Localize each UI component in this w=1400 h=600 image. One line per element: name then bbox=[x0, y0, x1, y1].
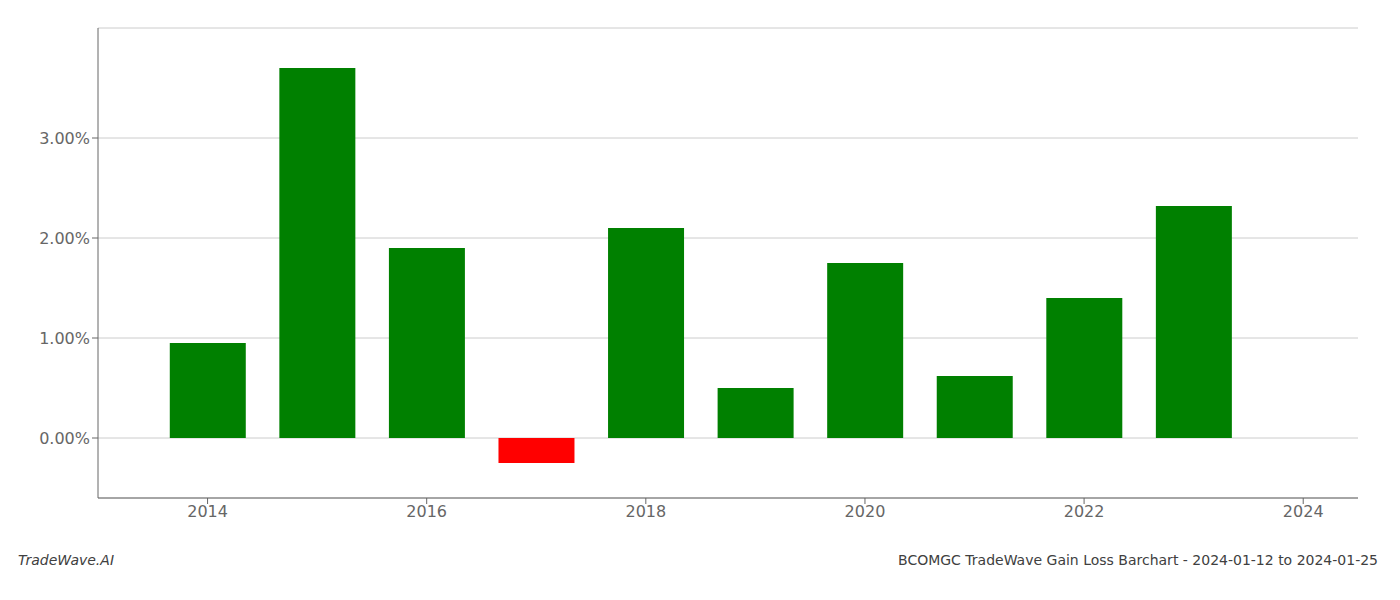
svg-text:2022: 2022 bbox=[1064, 502, 1105, 521]
html-text:BCOMGC TradeWave Gain Loss Bar: BCOMGC TradeWave Gain Loss Barchart - 20… bbox=[898, 552, 1378, 568]
svg-text:2014: 2014 bbox=[187, 502, 228, 521]
svg-text:1.00%: 1.00% bbox=[39, 329, 90, 348]
html-text:TradeWave.AI: TradeWave.AI bbox=[18, 552, 114, 568]
svg-text:2018: 2018 bbox=[625, 502, 666, 521]
svg-text:3.00%: 3.00% bbox=[39, 129, 90, 148]
svg-text:0.00%: 0.00% bbox=[39, 429, 90, 448]
svg-text:2024: 2024 bbox=[1283, 502, 1324, 521]
svg-text:2.00%: 2.00% bbox=[39, 229, 90, 248]
svg-text:2020: 2020 bbox=[845, 502, 886, 521]
svg-text:2016: 2016 bbox=[406, 502, 447, 521]
